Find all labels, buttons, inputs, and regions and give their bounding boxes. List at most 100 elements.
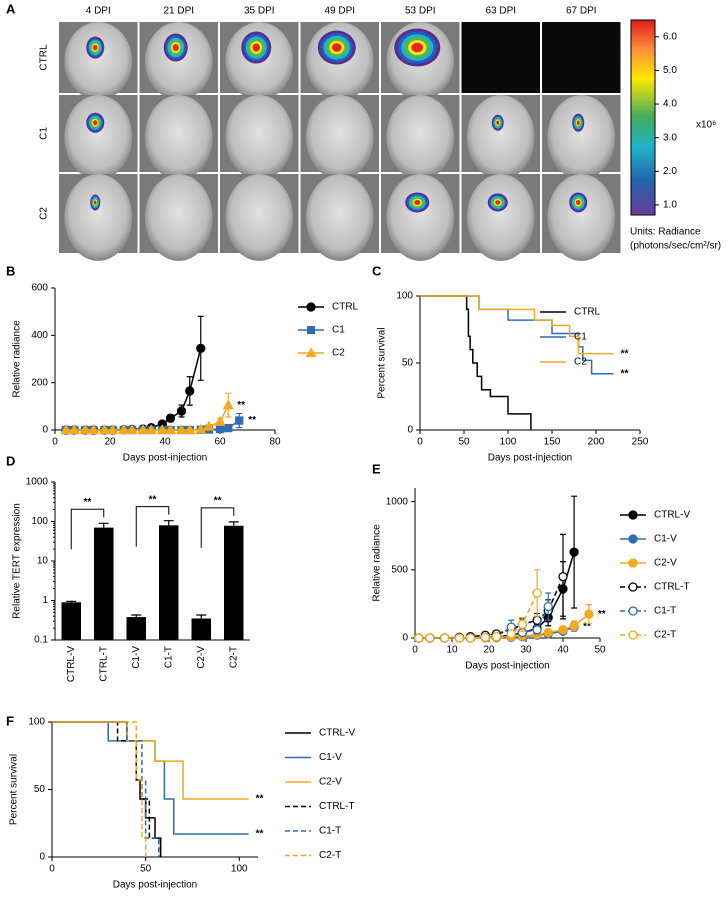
mouse-body — [386, 174, 454, 261]
x-tick-label: CTRL-V — [66, 646, 77, 682]
bar — [224, 526, 244, 640]
y-tick-label: 0 — [402, 633, 408, 644]
signal-spot — [173, 44, 179, 51]
column-label: 35 DPI — [244, 6, 275, 17]
panel-letter: F — [6, 713, 14, 728]
error-bar — [229, 522, 239, 526]
legend-marker — [629, 535, 637, 543]
legend-marker — [629, 511, 637, 519]
panel-letter: C — [372, 263, 382, 278]
significance: ** — [237, 400, 245, 411]
significance: ** — [214, 495, 222, 506]
bar — [94, 528, 114, 640]
y-tick-label: 100 — [31, 516, 48, 527]
panel-letter: A — [6, 1, 16, 16]
legend-label: CTRL-V — [319, 728, 355, 739]
error-bar — [131, 615, 141, 617]
mouse-body — [547, 174, 615, 261]
y-tick-label: 100 — [28, 717, 45, 728]
mouse-body — [467, 174, 535, 261]
y-tick-label: 50 — [402, 358, 414, 369]
legend-label: C2-V — [654, 558, 677, 569]
significance: ** — [256, 794, 264, 805]
y-tick-label: 100 — [396, 291, 413, 302]
mouse-body — [64, 95, 132, 180]
marker — [224, 401, 233, 409]
mouse-body — [225, 174, 293, 261]
x-axis-label: Days post-injection — [123, 453, 207, 464]
bar — [159, 525, 179, 640]
legend-label: C1 — [332, 325, 345, 336]
legend-label: C1-V — [319, 752, 342, 763]
row-label: C2 — [39, 207, 50, 220]
colorbar-tick-label: 6.0 — [663, 31, 677, 42]
significance: ** — [256, 829, 264, 840]
legend-marker — [629, 583, 637, 591]
x-tick-label: 50 — [140, 864, 152, 875]
signal-spot — [93, 45, 98, 51]
marker — [518, 620, 526, 628]
marker — [441, 634, 449, 642]
legend-label: C1-V — [654, 534, 677, 545]
marker — [225, 425, 232, 432]
legend-label: CTRL-T — [654, 582, 690, 593]
units-label: (photons/sec/cm²/sr) — [630, 241, 721, 252]
signal-spot — [414, 200, 420, 205]
marker — [455, 634, 463, 642]
signal-spot — [576, 200, 581, 205]
marker — [533, 626, 541, 634]
mouse-body — [64, 22, 132, 100]
signal-spot — [94, 200, 97, 204]
legend-label: CTRL — [574, 307, 601, 318]
legend-label: C1 — [574, 332, 587, 343]
column-label: 4 DPI — [86, 6, 111, 17]
x-tick-label: 40 — [557, 645, 569, 656]
column-label: 63 DPI — [485, 6, 516, 17]
y-axis-label: Relative radiance — [12, 320, 23, 398]
mouse-body — [306, 174, 374, 261]
legend-label: C2-V — [319, 777, 342, 788]
x-axis-label: Days post-injection — [113, 880, 197, 891]
colorbar-tick-label: 1.0 — [663, 200, 677, 211]
image-cell — [542, 22, 621, 93]
x-tick-label: CTRL-T — [98, 646, 109, 682]
significance: ** — [598, 609, 606, 620]
error-bar — [66, 601, 76, 602]
mouse-body — [306, 95, 374, 180]
x-axis-label: Days post-injection — [488, 453, 572, 464]
signal-spot — [577, 120, 580, 125]
error-bar — [196, 615, 206, 619]
legend-label: CTRL — [332, 302, 359, 313]
marker — [533, 589, 541, 597]
survival-curve — [52, 722, 161, 857]
colorbar-tick-label: 3.0 — [663, 132, 677, 143]
marker — [217, 426, 224, 433]
x-tick-label: 10 — [446, 645, 458, 656]
mouse-body — [225, 95, 293, 180]
x-tick-label: 40 — [159, 437, 171, 448]
y-tick-label: 0 — [407, 425, 413, 436]
y-axis-label: Relative radiance — [372, 524, 383, 602]
error-bar — [164, 521, 174, 526]
marker — [236, 417, 243, 424]
y-tick-label: 0 — [39, 852, 45, 863]
mouse-body — [547, 95, 615, 180]
x-tick-label: 20 — [483, 645, 495, 656]
marker — [492, 633, 500, 641]
colorbar-tick-label: 2.0 — [663, 166, 677, 177]
signal-spot — [332, 43, 342, 52]
y-tick-label: 500 — [391, 564, 408, 575]
x-tick-label: C2-V — [196, 646, 207, 669]
marker — [559, 573, 567, 581]
y-tick-label: 600 — [31, 283, 48, 294]
survival-curve — [52, 722, 159, 857]
mouse-body — [386, 95, 454, 180]
colorbar-tick-label: 5.0 — [663, 65, 677, 76]
colorbar — [631, 20, 655, 215]
bar — [127, 617, 147, 640]
marker — [197, 344, 205, 352]
marker — [467, 634, 475, 642]
row-label: C1 — [39, 127, 50, 140]
image-cell — [462, 22, 541, 93]
